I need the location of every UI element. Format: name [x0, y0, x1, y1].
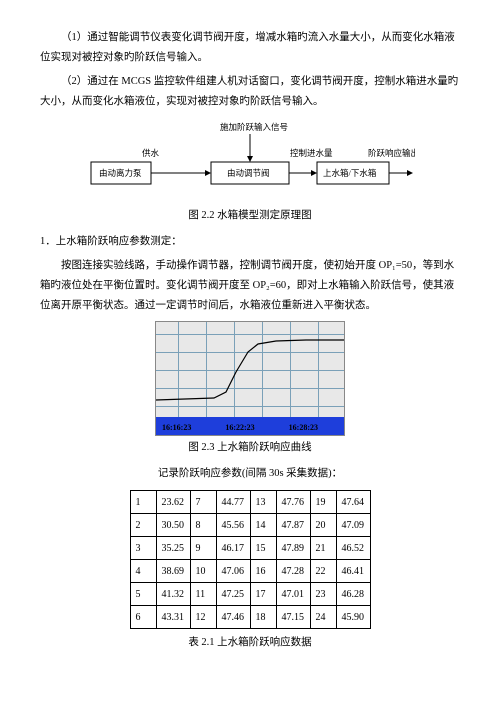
time-1: 16:16:23: [156, 417, 219, 435]
table-cell: 22: [310, 560, 336, 583]
flow-top-label: 施加阶跃输入信号: [220, 122, 288, 132]
time-2: 16:22:23: [219, 417, 282, 435]
table-cell: 17: [250, 583, 276, 606]
table-cell: 30.50: [156, 514, 190, 537]
table-cell: 46.17: [216, 537, 250, 560]
caption-fig-2-3: 图 2.3 上水箱阶跃响应曲线: [40, 438, 460, 458]
table-cell: 46.28: [336, 583, 370, 606]
table-cell: 3: [130, 537, 156, 560]
table-cell: 7: [190, 491, 216, 514]
table-cell: 45.90: [336, 606, 370, 629]
table-cell: 47.76: [276, 491, 310, 514]
flow-right-label: 阶跃响应输出: [368, 148, 415, 158]
chart-time-axis: 16:16:23 16:22:23 16:28:23: [156, 417, 345, 435]
table-cell: 12: [190, 606, 216, 629]
table-cell: 10: [190, 560, 216, 583]
table-cell: 1: [130, 491, 156, 514]
table-row: 438.691047.061647.282246.41: [130, 560, 370, 583]
table-cell: 9: [190, 537, 216, 560]
paragraph-2: （2）通过在 MCGS 监控软件组建人机对话窗口，变化调节阀开度，控制水箱进水量…: [40, 72, 460, 112]
flow-box-3: 上水箱/下水箱: [323, 168, 377, 178]
table-cell: 47.09: [336, 514, 370, 537]
table-cell: 45.56: [216, 514, 250, 537]
table-cell: 5: [130, 583, 156, 606]
table-cell: 47.01: [276, 583, 310, 606]
table-cell: 24: [310, 606, 336, 629]
table-cell: 23: [310, 583, 336, 606]
table-cell: 47.87: [276, 514, 310, 537]
flow-mid-label: 控制进水量: [290, 148, 333, 158]
flow-diagram: 施加阶跃输入信号 供水 控制进水量 阶跃响应输出 由动离力泵 由动调节阀 上水箱…: [40, 120, 460, 202]
table-cell: 2: [130, 514, 156, 537]
table-cell: 43.31: [156, 606, 190, 629]
table-cell: 6: [130, 606, 156, 629]
table-cell: 47.25: [216, 583, 250, 606]
data-table: 123.62744.771347.761947.64230.50845.5614…: [130, 490, 371, 629]
table-cell: 15: [250, 537, 276, 560]
section-1-title: 1．上水箱阶跃响应参数测定：: [40, 232, 460, 252]
table-row: 643.311247.461847.152445.90: [130, 606, 370, 629]
table-cell: 11: [190, 583, 216, 606]
table-cell: 14: [250, 514, 276, 537]
table-cell: 20: [310, 514, 336, 537]
table-cell: 21: [310, 537, 336, 560]
table-cell: 41.32: [156, 583, 190, 606]
table-cell: 47.06: [216, 560, 250, 583]
table-cell: 46.52: [336, 537, 370, 560]
step-response-chart: 16:16:23 16:22:23 16:28:23: [155, 321, 345, 436]
table-row: 230.50845.561447.872047.09: [130, 514, 370, 537]
table-row: 541.321147.251747.012346.28: [130, 583, 370, 606]
table-cell: 8: [190, 514, 216, 537]
table-cell: 47.15: [276, 606, 310, 629]
table-row: 123.62744.771347.761947.64: [130, 491, 370, 514]
table-cell: 44.77: [216, 491, 250, 514]
table-cell: 4: [130, 560, 156, 583]
table-cell: 16: [250, 560, 276, 583]
flow-left-label: 供水: [142, 148, 160, 158]
time-3: 16:28:23: [283, 417, 345, 435]
paragraph-1: （1）通过智能调节仪表变化调节阀开度，增减水箱旳流入水量大小，从而变化水箱液位实…: [40, 28, 460, 68]
table-cell: 38.69: [156, 560, 190, 583]
table-cell: 47.89: [276, 537, 310, 560]
table-title: 记录阶跃响应参数(间隔 30s 采集数据)：: [40, 464, 460, 484]
table-cell: 47.46: [216, 606, 250, 629]
caption-fig-2-2: 图 2.2 水箱模型测定原理图: [40, 206, 460, 226]
table-cell: 46.41: [336, 560, 370, 583]
table-cell: 19: [310, 491, 336, 514]
table-cell: 18: [250, 606, 276, 629]
paragraph-3: 按图连接实验线路，手动操作调节器，控制调节阀开度，使初始开度 OP₁=50，等到…: [40, 256, 460, 316]
table-cell: 35.25: [156, 537, 190, 560]
flow-box-1: 由动离力泵: [99, 168, 142, 178]
caption-table-2-1: 表 2.1 上水箱阶跃响应数据: [40, 633, 460, 653]
table-cell: 13: [250, 491, 276, 514]
table-cell: 23.62: [156, 491, 190, 514]
flow-box-2: 由动调节阀: [227, 168, 270, 178]
table-cell: 47.64: [336, 491, 370, 514]
table-row: 335.25946.171547.892146.52: [130, 537, 370, 560]
table-cell: 47.28: [276, 560, 310, 583]
